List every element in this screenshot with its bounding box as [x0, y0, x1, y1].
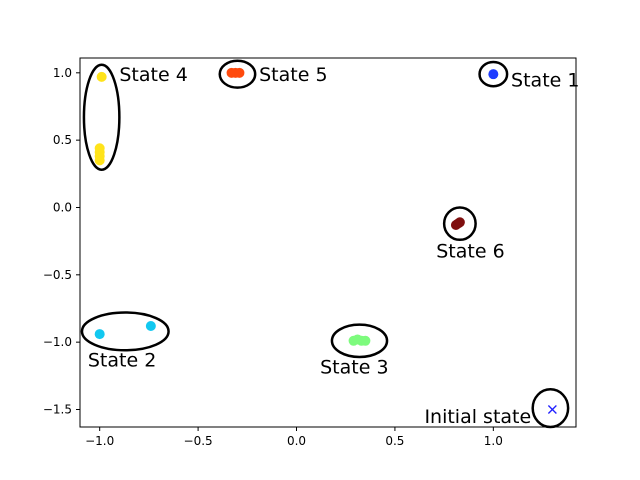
- y-tick-label: 1.0: [53, 66, 72, 80]
- points-layer: [94, 67, 557, 414]
- state-4-ellipse: [82, 63, 121, 172]
- data-point-state2: [145, 320, 156, 331]
- state-3-ellipse: [330, 323, 389, 359]
- state-2-label: State 2: [88, 350, 156, 372]
- data-point-state5: [234, 67, 245, 78]
- y-tick-label: 0.5: [53, 133, 72, 147]
- state-6-label: State 6: [436, 241, 504, 263]
- data-point-state1: [488, 69, 499, 80]
- initial-state-label: Initial state: [424, 406, 531, 428]
- x-tick-label: −0.5: [184, 434, 213, 448]
- data-point-state6: [454, 217, 465, 228]
- state-3-label: State 3: [320, 356, 388, 378]
- x-tick-label: 0.0: [287, 434, 306, 448]
- data-point-state4: [94, 155, 105, 166]
- state-6-ellipse: [442, 206, 477, 242]
- y-tick-label: −0.5: [43, 268, 72, 282]
- x-tick-label: 1.0: [484, 434, 503, 448]
- state-5-ellipse: [218, 59, 257, 89]
- state-1-label: State 1: [511, 70, 579, 92]
- state-1-ellipse: [478, 60, 509, 88]
- state-2-ellipse: [80, 311, 170, 352]
- x-tick-label: −1.0: [85, 434, 114, 448]
- ticks-layer: −1.0 −0.5 0.0 0.5 1.0 1.0 0.5 0.0 −0.5 −1.0 −1.5: [43, 66, 503, 448]
- y-tick-label: −1.5: [43, 402, 72, 416]
- data-point-initial-x-marker: [547, 405, 557, 414]
- annotation-layer: State 1 State 2 State 3 State 4 State 5 State…: [80, 59, 579, 429]
- state-5-label: State 5: [259, 64, 327, 86]
- data-point-state2: [94, 329, 105, 340]
- plot-frame: [79, 57, 577, 428]
- y-tick-label: 0.0: [53, 200, 72, 214]
- x-tick-label: 0.5: [385, 434, 404, 448]
- data-point-state3: [360, 335, 371, 346]
- state-4-label: State 4: [119, 64, 187, 86]
- y-tick-label: −1.0: [43, 335, 72, 349]
- data-point-state4: [96, 71, 107, 82]
